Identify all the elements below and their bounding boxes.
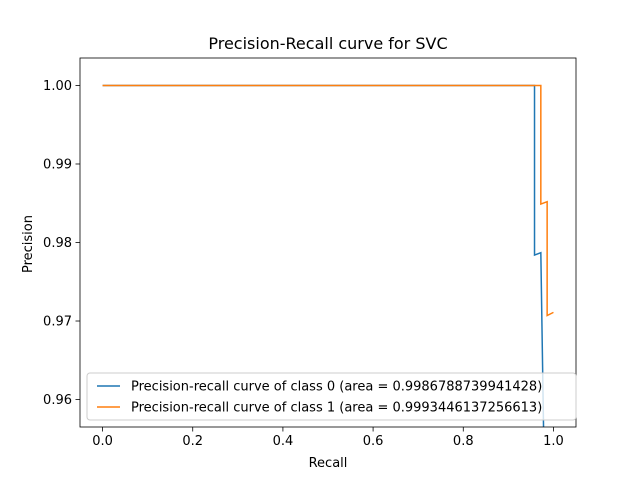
x-axis-label: Recall [309, 456, 348, 471]
x-tick-label: 0.2 [182, 434, 203, 449]
x-tick-label: 0.4 [273, 434, 294, 449]
y-tick-label: 0.97 [43, 315, 72, 330]
x-tick-label: 0.0 [92, 434, 113, 449]
legend: Precision-recall curve of class 0 (area … [86, 372, 577, 421]
y-tick-label: 1.00 [43, 79, 72, 94]
legend-label-class-0: Precision-recall curve of class 0 (area … [131, 380, 542, 395]
series-line-class-1 [102, 84, 554, 317]
y-axis-label: Precision [21, 215, 36, 273]
y-tick-label: 0.96 [43, 393, 72, 408]
y-tick-label: 0.98 [43, 236, 72, 251]
legend-label-class-1: Precision-recall curve of class 1 (area … [131, 401, 542, 416]
legend-box [86, 372, 577, 421]
x-tick-label: 1.0 [543, 434, 564, 449]
chart-title: Precision-Recall curve for SVC [208, 34, 447, 53]
series-lines [102, 84, 554, 427]
x-axis: 0.0 0.2 0.4 0.6 0.8 1.0 [92, 427, 564, 449]
x-tick-label: 0.8 [453, 434, 474, 449]
y-tick-label: 0.99 [43, 157, 72, 172]
x-tick-label: 0.6 [363, 434, 384, 449]
y-axis: 0.96 0.97 0.98 0.99 1.00 [43, 79, 80, 408]
